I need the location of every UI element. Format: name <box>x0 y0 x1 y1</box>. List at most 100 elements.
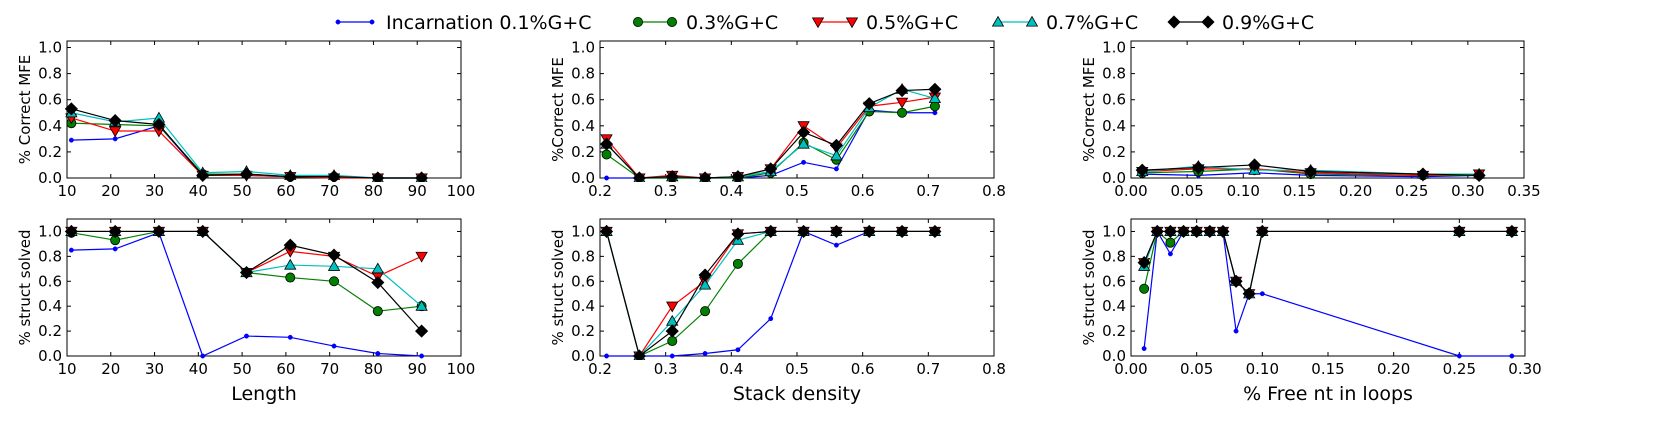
x-axis-label: Length <box>231 383 297 405</box>
series-line <box>1142 172 1480 178</box>
data-point <box>632 349 646 360</box>
data-point <box>415 251 428 263</box>
series-0-5-g-c <box>1137 226 1519 301</box>
y-tick-label: 0.4 <box>571 117 595 135</box>
panel-1: 10 20 30 40 50 60 70 80 90 100 0.0 0.2 0.4 0.6 0.8 1.0%… <box>16 39 475 200</box>
data-point <box>928 92 942 103</box>
data-point <box>665 170 679 182</box>
y-tick-label: 1.0 <box>38 39 62 57</box>
x-tick-label: 50 <box>233 360 252 378</box>
legend-entry-0-7-g-c: 0.7%G+C <box>991 12 1138 34</box>
data-point <box>1141 346 1147 351</box>
plot-frame <box>1130 218 1526 357</box>
y-tick-label: 0.2 <box>1102 322 1126 340</box>
data-point <box>665 324 679 338</box>
x-tick-label: 0.3 <box>654 360 678 378</box>
data-point <box>419 353 425 359</box>
x-tick-label: 0.25 <box>1443 360 1476 378</box>
x-tick-label: 0.00 <box>1114 182 1147 200</box>
data-point <box>702 351 708 356</box>
x-tick-label: 100 <box>447 182 476 200</box>
y-tick-label: 0.4 <box>38 297 62 315</box>
data-point <box>895 84 909 98</box>
y-tick-label: 0.8 <box>571 247 595 265</box>
y-tick-label: 0.6 <box>571 272 595 290</box>
data-point <box>68 247 74 253</box>
data-point <box>1233 328 1239 334</box>
x-axis-label: Stack density <box>733 383 861 405</box>
data-point <box>797 224 811 239</box>
data-point <box>897 107 908 118</box>
data-point <box>667 336 678 347</box>
data-point <box>1452 224 1466 239</box>
series-line <box>1143 230 1512 295</box>
data-point <box>632 171 646 182</box>
legend-label: 0.3%G+C <box>686 12 778 34</box>
y-tick-label: 0.6 <box>571 91 595 109</box>
series-0-9-g-c <box>600 224 942 360</box>
data-point <box>327 170 341 182</box>
series-line <box>1142 164 1480 176</box>
data-point <box>152 224 166 239</box>
x-tick-label: 0.8 <box>982 360 1006 378</box>
x-tick-label: 0.7 <box>916 360 940 378</box>
y-tick-label: 0.6 <box>38 272 62 290</box>
legend-svg: Incarnation 0.1%G+C 0.3%G+C 0.5%G+C 0.7%G+C… <box>335 12 1314 34</box>
x-tick-label: 0.20 <box>1339 182 1372 200</box>
data-point <box>1472 168 1486 182</box>
x-tick-label: 20 <box>101 182 120 200</box>
data-point <box>329 276 340 287</box>
series-line <box>71 230 423 332</box>
data-point <box>735 347 741 353</box>
legend-marker <box>633 16 644 27</box>
x-tick-label: 70 <box>320 360 339 378</box>
series-incarnation-0-1-g-c <box>68 230 425 359</box>
series-0-9-g-c <box>600 82 942 182</box>
y-tick-label: 0.0 <box>38 347 62 365</box>
data-point <box>1150 224 1164 239</box>
x-tick-label: 80 <box>364 360 383 378</box>
data-point <box>669 353 675 359</box>
data-point <box>1247 158 1262 172</box>
data-point <box>196 168 210 182</box>
series-line <box>1143 230 1512 295</box>
plot-frame <box>66 40 462 179</box>
y-tick-label: 1.0 <box>1102 222 1126 240</box>
data-point <box>64 224 78 239</box>
data-point <box>1203 224 1217 239</box>
data-point <box>698 268 712 282</box>
data-point <box>1137 256 1151 270</box>
y-tick-label: 0.2 <box>38 143 62 161</box>
panel-3: 0.00 0.05 0.10 0.15 0.20 0.25 0.30 0.35 0.0 0.2 0.… <box>1080 39 1541 200</box>
x-tick-label: 0.5 <box>785 182 809 200</box>
data-point <box>698 171 712 182</box>
series-0-3-g-c <box>1139 226 1517 299</box>
data-point <box>604 353 610 359</box>
data-point <box>239 265 254 280</box>
series-0-9-g-c <box>64 102 429 182</box>
y-axis-label: % struct solved <box>16 229 34 345</box>
data-point <box>239 167 254 181</box>
x-tick-label: 40 <box>189 182 208 200</box>
panel-2: 0.2 0.3 0.4 0.5 0.6 0.7 0.80.00.20.40.60.81.0%… <box>549 39 1006 200</box>
x-tick-label: 0.6 <box>851 360 875 378</box>
y-tick-label: 0.8 <box>1102 65 1126 83</box>
x-tick-label: 0.00 <box>1114 360 1147 378</box>
legend: Incarnation 0.1%G+C 0.3%G+C 0.5%G+C 0.7%G+C… <box>0 8 1664 38</box>
data-point <box>829 138 843 152</box>
data-point <box>604 175 610 181</box>
data-point <box>112 246 118 252</box>
data-point <box>1163 224 1177 239</box>
data-point <box>415 299 428 311</box>
x-tick-label: 0.2 <box>588 360 612 378</box>
plot-frame <box>1130 40 1525 179</box>
y-tick-label: 0.6 <box>38 91 62 109</box>
x-tick-label: 30 <box>145 182 164 200</box>
x-tick-label: 0.25 <box>1395 182 1428 200</box>
y-tick-label: 1.0 <box>571 222 595 240</box>
series-0-3-g-c <box>601 226 940 360</box>
y-axis-label: % struct solved <box>549 229 567 345</box>
series-line <box>1143 230 1512 295</box>
data-point <box>895 97 909 109</box>
series-0-9-g-c <box>1135 158 1486 182</box>
